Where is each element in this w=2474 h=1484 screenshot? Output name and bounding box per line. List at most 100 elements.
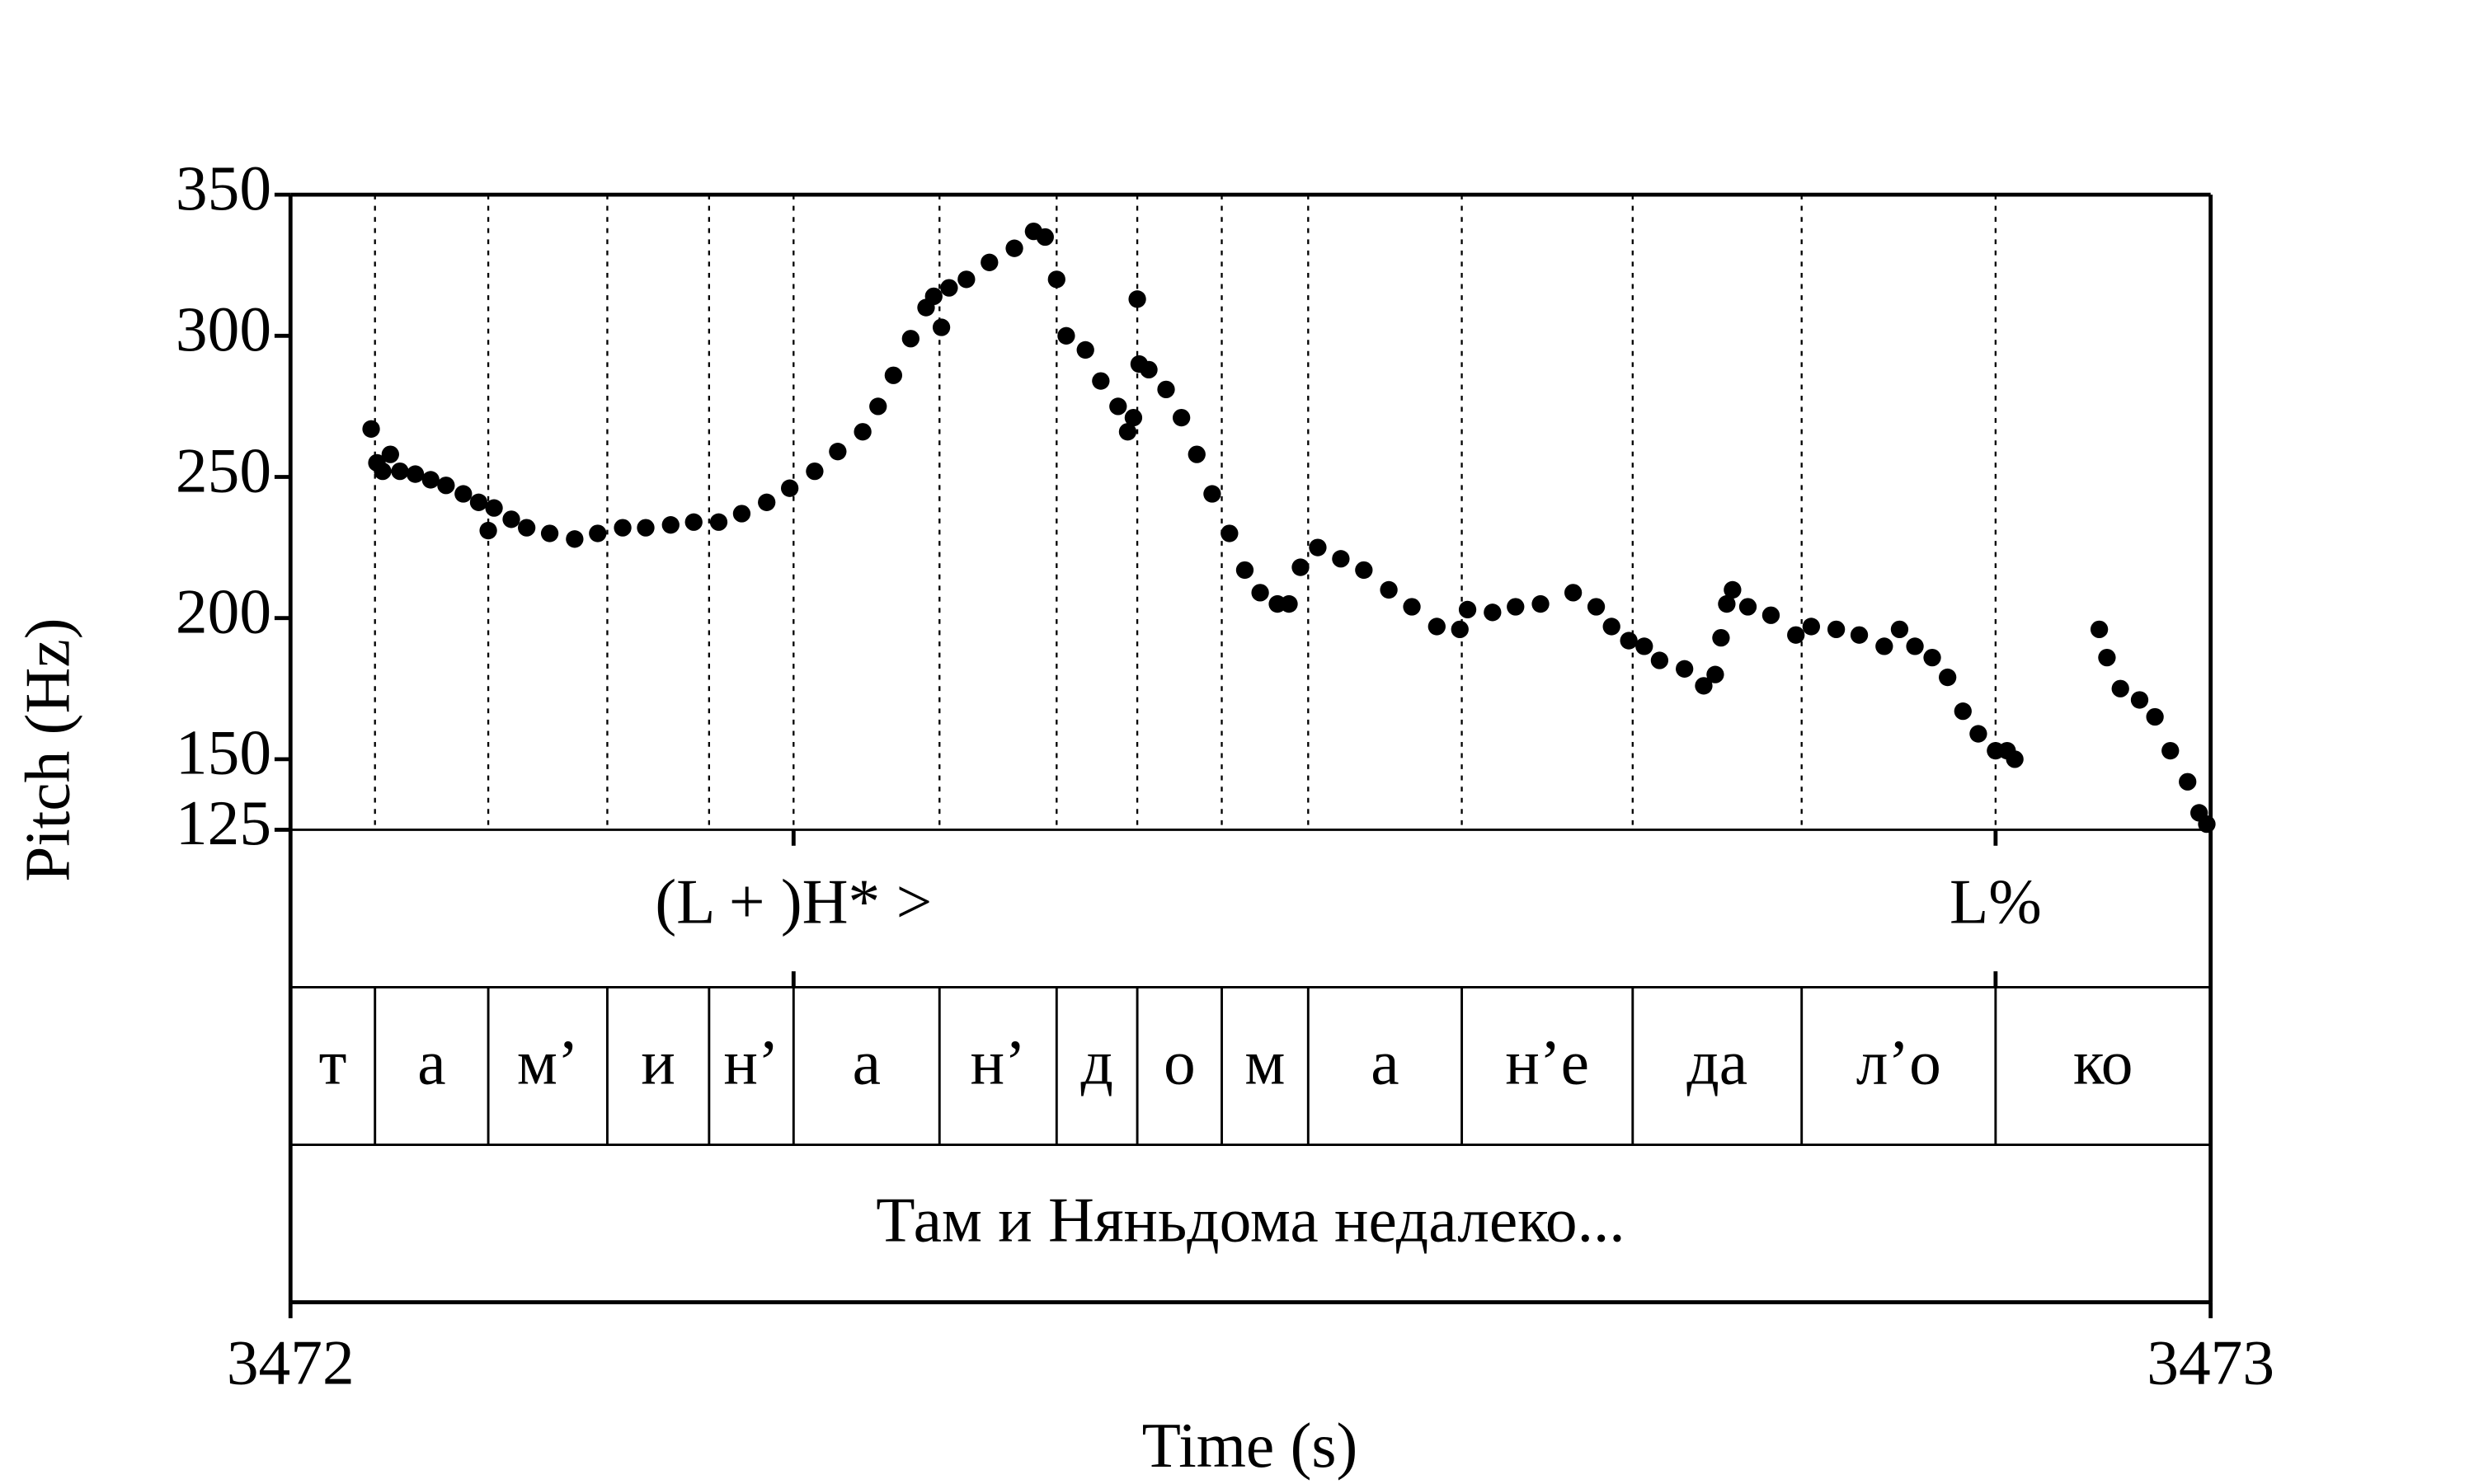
pitch-point <box>732 505 751 523</box>
pitch-point <box>2090 620 2109 639</box>
y-tick-label: 350 <box>176 153 271 223</box>
pitch-point <box>1451 620 1469 639</box>
pitch-point <box>1802 618 1820 636</box>
pitch-point <box>1118 423 1137 441</box>
pitch-point <box>854 423 872 441</box>
pitch-point <box>421 471 440 489</box>
pitch-point <box>502 510 520 528</box>
pitch-point <box>1724 580 1742 599</box>
segment-label: н’е <box>1505 1027 1589 1098</box>
segment-label: ко <box>2073 1027 2133 1098</box>
pitch-point <box>2111 679 2129 697</box>
y-tick-label: 125 <box>176 787 271 858</box>
pitch-point <box>780 479 799 497</box>
pitch-point <box>1564 584 1583 602</box>
pitch-point <box>1890 620 1909 639</box>
pitch-point <box>1309 538 1327 556</box>
pitch-point <box>684 513 703 531</box>
pitch-point <box>2161 741 2180 760</box>
pitch-point <box>437 477 455 495</box>
pitch-point <box>758 493 776 511</box>
segment-label: д <box>1080 1027 1112 1098</box>
pitch-point <box>1221 524 1239 542</box>
pitch-point <box>661 516 680 534</box>
pitch-point <box>1650 651 1669 669</box>
pitch-point <box>637 519 655 537</box>
pitch-point <box>2198 815 2216 834</box>
segment-label: л’о <box>1856 1027 1941 1098</box>
pitch-point <box>2006 750 2024 768</box>
pitch-point <box>362 420 380 438</box>
pitch-point <box>1157 380 1175 399</box>
pitch-point <box>566 530 584 548</box>
segment-label: и <box>641 1027 675 1098</box>
pitch-point <box>829 443 847 461</box>
pitch-point <box>391 463 409 481</box>
tone-label: L% <box>1950 866 2042 937</box>
pitch-point <box>1620 632 1638 650</box>
segment-label: т <box>319 1027 347 1098</box>
x-tick-label: 3472 <box>227 1327 355 1398</box>
pitch-point <box>1188 445 1206 463</box>
segment-label: н’ <box>723 1027 778 1098</box>
pitch-point <box>1850 626 1869 644</box>
pitch-point <box>589 524 607 542</box>
pitch-point <box>454 485 473 503</box>
y-tick-label: 300 <box>176 294 271 364</box>
pitch-point <box>1761 606 1780 624</box>
pitch-point <box>1458 600 1477 619</box>
pitch-point <box>1036 228 1054 247</box>
segment-label: да <box>1686 1027 1747 1098</box>
pitch-point <box>1954 702 1972 721</box>
pitch-point <box>884 366 903 384</box>
pitch-point <box>1005 239 1023 257</box>
pitch-point <box>1076 340 1094 359</box>
segment-label: а <box>853 1027 881 1098</box>
pitch-point <box>2179 773 2197 791</box>
pitch-point <box>614 519 632 537</box>
pitch-point <box>981 253 999 271</box>
pitch-point <box>374 463 392 481</box>
pitch-point <box>1291 558 1310 576</box>
pitch-point <box>869 397 887 416</box>
pitch-point <box>1531 594 1550 613</box>
pitch-point <box>940 279 958 297</box>
pitch-point <box>1738 598 1757 616</box>
x-tick-label: 3473 <box>2147 1327 2274 1398</box>
pitch-point <box>381 445 399 463</box>
pitch-point <box>1124 408 1143 427</box>
pitch-point <box>1827 620 1846 639</box>
pitch-point <box>1939 668 1957 687</box>
pitch-point <box>406 465 425 483</box>
pitch-point <box>1172 408 1191 427</box>
pitch-point <box>479 521 497 540</box>
pitch-point <box>1380 580 1398 599</box>
pitch-point <box>1676 660 1694 678</box>
pitch-point <box>1587 598 1606 616</box>
pitch-point <box>2130 691 2149 709</box>
y-tick-label: 150 <box>176 717 271 788</box>
pitch-point <box>1047 270 1065 289</box>
pitch-point <box>2146 707 2164 726</box>
pitch-point <box>709 513 728 531</box>
y-tick-label: 200 <box>176 575 271 646</box>
pitch-point <box>1332 550 1350 568</box>
pitch-point <box>1057 326 1075 345</box>
pitch-point <box>1280 594 1298 613</box>
segment-label: м <box>1244 1027 1285 1098</box>
pitch-point <box>1635 637 1653 655</box>
pitch-point <box>957 270 976 289</box>
pitch-point <box>2098 648 2116 667</box>
pitch-point <box>518 519 536 537</box>
pitch-point <box>1718 594 1736 613</box>
segment-label: м’ <box>517 1027 579 1098</box>
pitch-point <box>1923 648 1941 667</box>
segment-label: а <box>1371 1027 1399 1098</box>
tone-label: (L + )H* > <box>655 866 932 937</box>
pitch-point <box>1507 598 1525 616</box>
pitch-point <box>1906 637 1924 655</box>
y-tick-label: 250 <box>176 434 271 505</box>
pitch-point <box>1695 677 1713 695</box>
pitch-point <box>1787 626 1805 644</box>
